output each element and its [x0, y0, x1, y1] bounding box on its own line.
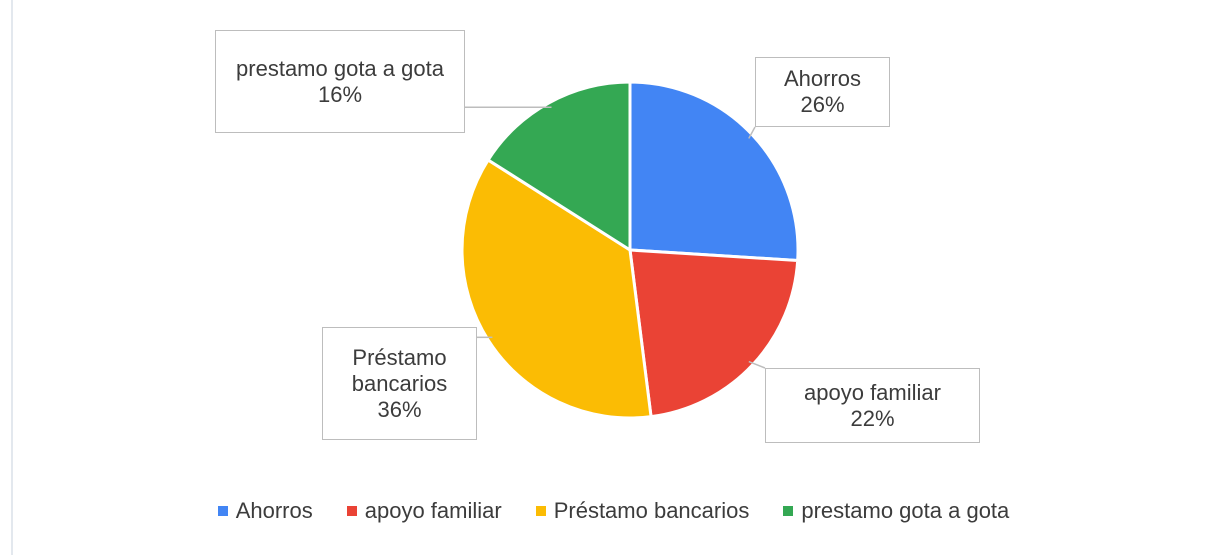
- legend-label: Préstamo bancarios: [553, 498, 750, 523]
- legend-item: prestamo gota a gota: [783, 498, 1009, 524]
- data-label-value: 26%: [800, 92, 845, 117]
- data-label: prestamo gota a gota 16%: [215, 30, 465, 133]
- pie-slice: [486, 80, 632, 253]
- data-label-value: 22%: [850, 405, 895, 431]
- data-label-category: prestamo gota a gota: [236, 55, 444, 81]
- data-label-value: 16%: [317, 81, 363, 107]
- legend-label: apoyo familiar: [364, 498, 502, 523]
- data-label: apoyo familiar 22%: [765, 368, 980, 443]
- data-label-value: 36%: [377, 396, 422, 422]
- data-label: Préstamo bancarios 36%: [322, 327, 477, 440]
- callout-pointer: [748, 360, 766, 369]
- legend-swatch: [217, 506, 228, 516]
- data-label-category: Préstamo bancarios: [351, 344, 448, 396]
- callout-pointers: [465, 106, 766, 369]
- data-label-category: apoyo familiar: [804, 379, 941, 405]
- callout-pointer: [748, 126, 756, 139]
- pie-slice: [460, 157, 653, 420]
- pie-slice: [628, 248, 800, 419]
- legend-item: apoyo familiar: [346, 498, 502, 524]
- legend-swatch: [346, 506, 357, 516]
- data-label: Ahorros 26%: [755, 57, 890, 127]
- legend-item: Préstamo bancarios: [535, 498, 750, 524]
- legend-swatch: [535, 506, 546, 516]
- data-label-category: Ahorros: [783, 66, 862, 91]
- pie-slice: [628, 80, 800, 263]
- legend-label: prestamo gota a gota: [801, 498, 1010, 523]
- legend-swatch: [783, 506, 794, 516]
- legend-label: Ahorros: [235, 498, 313, 523]
- legend: Ahorros apoyo familiar Préstamo bancarios p…: [0, 498, 1227, 524]
- legend-item: Ahorros: [217, 498, 313, 524]
